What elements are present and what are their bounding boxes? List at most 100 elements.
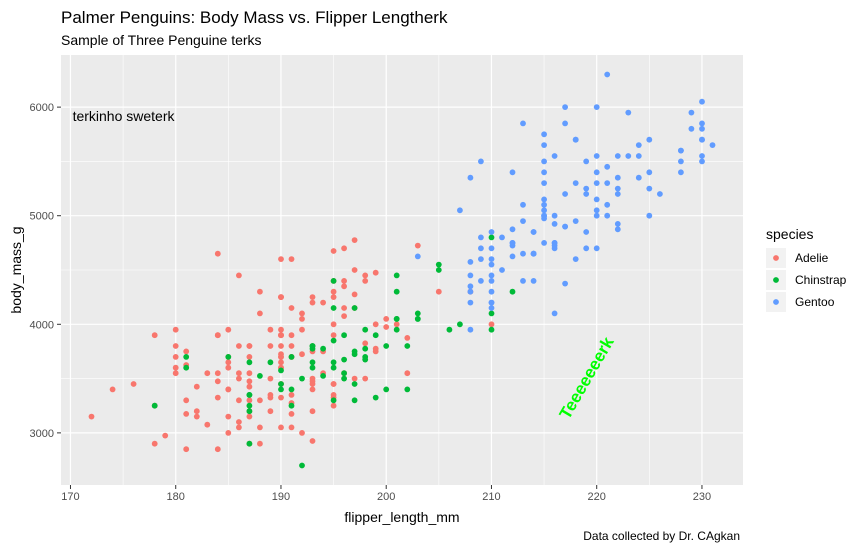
point-gentoo: [520, 120, 526, 127]
point-gentoo: [699, 158, 705, 165]
point-gentoo: [604, 212, 611, 219]
point-adelie: [341, 283, 347, 290]
point-chinstrap: [488, 326, 495, 333]
point-chinstrap: [383, 343, 390, 349]
point-gentoo: [583, 245, 590, 252]
legend-items: Adelie Chinstrap Gentoo: [766, 248, 847, 312]
point-chinstrap: [351, 305, 358, 311]
point-adelie: [183, 397, 190, 404]
point-adelie: [414, 242, 421, 249]
point-adelie: [299, 351, 305, 358]
point-gentoo: [635, 153, 642, 159]
grid-minor: [61, 55, 743, 485]
legend-title: species: [766, 226, 813, 242]
point-gentoo: [614, 221, 621, 227]
point-gentoo: [467, 326, 474, 333]
point-adelie: [225, 413, 232, 420]
point-adelie: [488, 321, 495, 328]
point-gentoo: [635, 174, 642, 181]
point-adelie: [246, 354, 253, 360]
point-chinstrap: [393, 288, 400, 295]
point-adelie: [309, 294, 316, 300]
point-chinstrap: [288, 354, 295, 360]
point-gentoo: [678, 147, 684, 154]
point-gentoo: [604, 163, 611, 170]
point-gentoo: [699, 125, 705, 132]
point-gentoo: [467, 299, 474, 306]
point-adelie: [172, 326, 179, 333]
point-chinstrap: [299, 462, 305, 469]
point-adelie: [246, 378, 253, 385]
point-chinstrap: [299, 375, 305, 382]
point-adelie: [309, 408, 316, 415]
point-gentoo: [530, 250, 537, 257]
point-chinstrap: [383, 386, 390, 393]
point-adelie: [225, 326, 232, 333]
point-adelie: [225, 359, 232, 366]
point-adelie: [278, 351, 284, 358]
point-adelie: [257, 440, 263, 447]
point-adelie: [288, 256, 295, 262]
point-gentoo: [488, 261, 495, 268]
point-adelie: [341, 278, 347, 284]
point-gentoo: [530, 278, 537, 284]
point-chinstrap: [362, 326, 369, 333]
point-adelie: [236, 343, 242, 349]
point-adelie: [288, 392, 295, 398]
legend-label: Adelie: [795, 251, 829, 265]
point-adelie: [435, 288, 442, 295]
point-gentoo: [614, 174, 621, 181]
point-adelie: [236, 375, 242, 382]
y-tick-label: 3000: [30, 428, 54, 440]
point-chinstrap: [488, 310, 495, 317]
point-adelie: [351, 267, 358, 273]
point-gentoo: [562, 280, 568, 287]
point-adelie: [341, 313, 347, 319]
point-chinstrap: [488, 234, 495, 241]
point-chinstrap: [509, 288, 516, 295]
legend-label: Gentoo: [795, 295, 835, 309]
y-tick-label: 6000: [30, 102, 54, 114]
point-chinstrap: [351, 348, 358, 355]
point-gentoo: [635, 142, 642, 149]
point-gentoo: [467, 288, 474, 295]
point-adelie: [288, 411, 295, 417]
point-adelie: [246, 383, 253, 390]
point-gentoo: [509, 240, 516, 246]
grid-major: [61, 55, 743, 485]
point-gentoo: [593, 212, 600, 219]
point-adelie: [404, 335, 411, 341]
point-adelie: [372, 345, 379, 352]
point-adelie: [214, 378, 221, 385]
point-adelie: [236, 397, 242, 404]
point-chinstrap: [351, 397, 358, 404]
x-tick-label: 180: [167, 491, 185, 503]
point-chinstrap: [393, 272, 400, 279]
point-adelie: [236, 424, 242, 431]
point-gentoo: [520, 278, 526, 284]
point-adelie: [204, 421, 211, 428]
point-adelie: [214, 394, 221, 401]
point-chinstrap: [362, 356, 369, 363]
point-gentoo: [583, 191, 590, 197]
point-chinstrap: [330, 364, 337, 371]
point-adelie: [351, 375, 358, 382]
point-chinstrap: [278, 367, 284, 374]
point-adelie: [257, 288, 263, 295]
point-gentoo: [562, 104, 568, 110]
point-gentoo: [583, 185, 590, 192]
point-gentoo: [488, 288, 495, 295]
point-chinstrap: [414, 316, 421, 322]
point-adelie: [193, 413, 200, 420]
point-adelie: [214, 370, 221, 377]
point-adelie: [330, 248, 337, 254]
point-chinstrap: [362, 345, 369, 352]
point-adelie: [309, 299, 316, 306]
y-axis-title: body_mass_g: [8, 226, 24, 313]
point-adelie: [362, 340, 369, 347]
point-adelie: [162, 432, 169, 439]
point-gentoo: [488, 305, 495, 311]
point-adelie: [341, 245, 347, 252]
point-adelie: [88, 413, 95, 420]
point-chinstrap: [309, 345, 316, 352]
